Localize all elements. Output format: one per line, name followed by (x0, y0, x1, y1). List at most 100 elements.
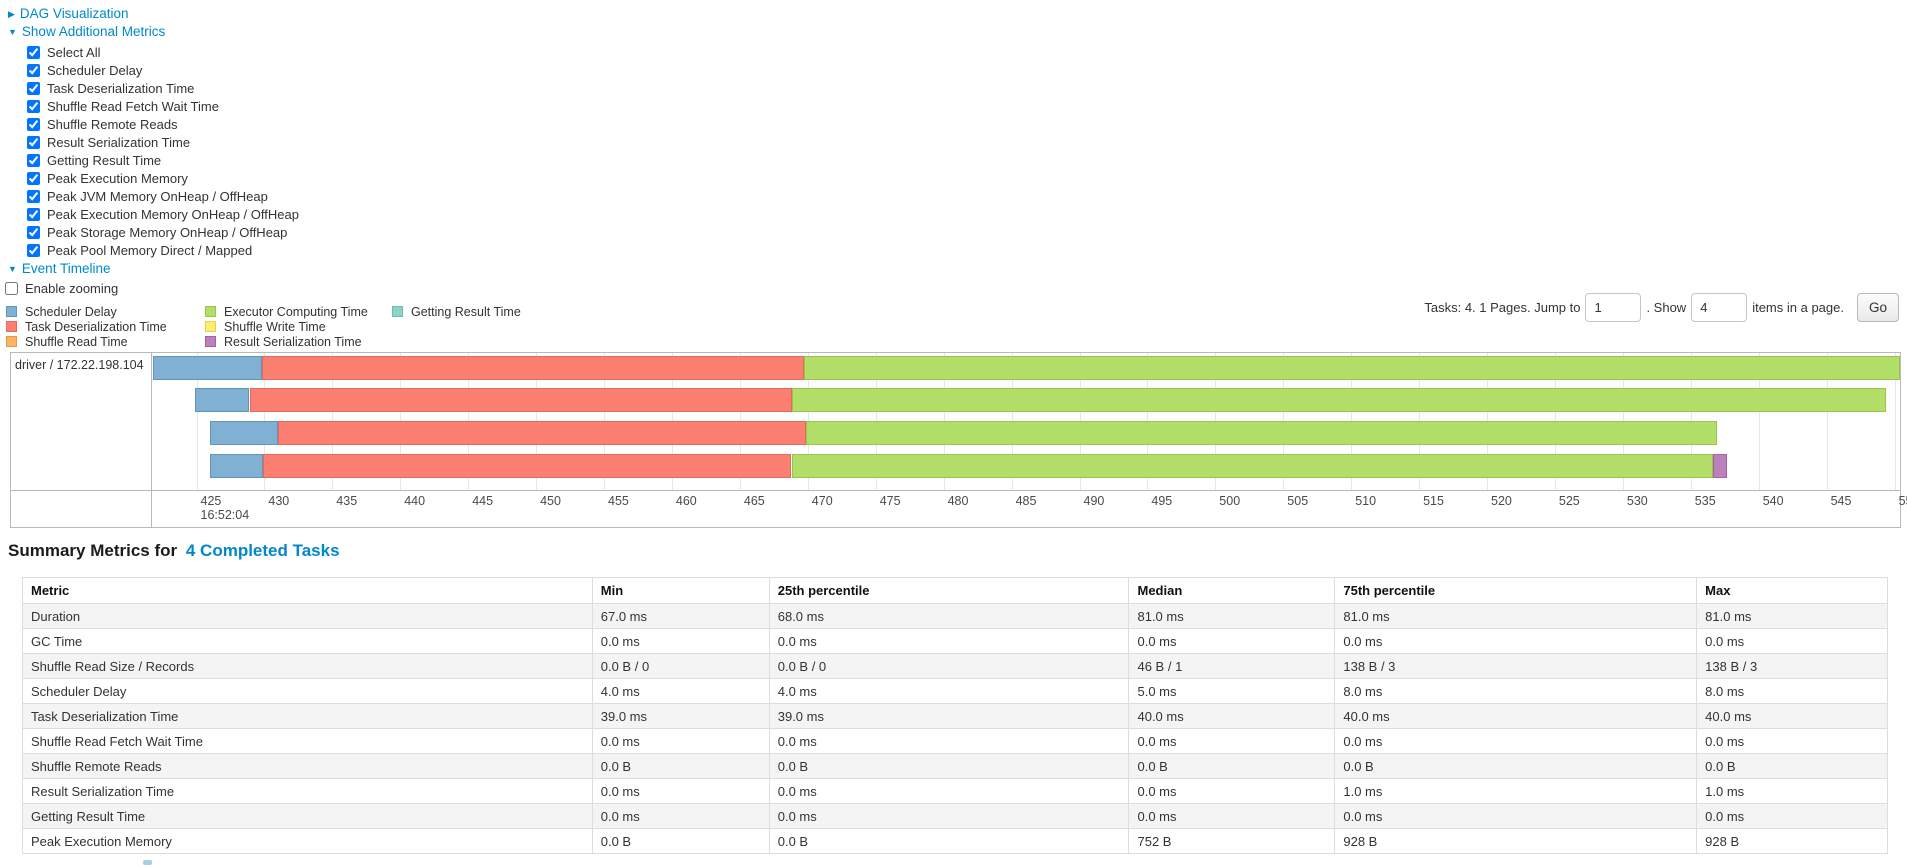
summary-metric-value: 0.0 ms (1696, 803, 1888, 829)
summary-metric-name: GC Time (22, 628, 593, 654)
summary-metric-value: 752 B (1128, 828, 1336, 854)
timeline-plot-area (153, 353, 1900, 490)
metric-checkbox-peak-execution-memory[interactable] (27, 171, 40, 185)
task-bar-segment-executor_computing[interactable] (803, 356, 1900, 380)
summary-table-row: Shuffle Read Fetch Wait Time 0.0 ms 0.0 ms… (22, 728, 1888, 754)
metric-checkbox-label: Peak Execution Memory OnHeap / OffHeap (47, 206, 299, 222)
legend-label: Shuffle Read Time (25, 334, 128, 349)
summary-metric-value: 0.0 B (1334, 753, 1698, 779)
task-bar-segment-scheduler_delay[interactable] (195, 388, 250, 412)
axis-tick-label: 450 (540, 494, 561, 508)
summary-metric-value: 4.0 ms (768, 678, 1130, 704)
metric-checkbox-result-serialization-time[interactable] (27, 135, 40, 149)
jump-to-page-input[interactable] (1585, 293, 1642, 322)
summary-metric-value: 0.0 ms (591, 728, 770, 754)
task-bar-segment-task_deserialization[interactable] (278, 421, 807, 445)
metric-checkbox-scheduler-delay[interactable] (27, 63, 40, 77)
axis-gridline (196, 353, 198, 490)
go-button[interactable]: Go (1856, 293, 1899, 322)
summary-metric-name: Duration (22, 603, 593, 629)
summary-table-row: Getting Result Time 0.0 ms 0.0 ms 0.0 ms 0.0… (22, 803, 1888, 829)
task-bar-segment-scheduler_delay[interactable] (210, 421, 278, 445)
task-bar-segment-executor_computing[interactable] (791, 388, 1887, 412)
axis-tick-label: 470 (811, 494, 833, 508)
summary-table-row: Duration 67.0 ms 68.0 ms 81.0 ms 81.0 ms 81.0… (22, 603, 1888, 629)
summary-metric-value: 0.0 ms (1128, 628, 1336, 654)
summary-column-header-25th-percentile[interactable]: 25th percentile (768, 577, 1130, 604)
metric-checkbox-row: Scheduler Delay (27, 61, 299, 79)
axis-tick-label: 500 (1219, 494, 1241, 508)
metric-checkbox-shuffle-remote-reads[interactable] (27, 117, 40, 131)
legend-swatch-task_deserialization-icon (6, 321, 17, 332)
summary-metric-value: 81.0 ms (1696, 603, 1888, 629)
axis-tick-label: 440 (404, 494, 426, 508)
summary-metric-value: 0.0 ms (1334, 728, 1698, 754)
legend-label: Result Serialization Time (224, 334, 362, 349)
summary-metric-value: 0.0 ms (1128, 778, 1336, 804)
metric-checkbox-label: Peak Pool Memory Direct / Mapped (47, 242, 253, 258)
summary-metric-value: 0.0 ms (1128, 803, 1336, 829)
metric-checkbox-label: Shuffle Read Fetch Wait Time (47, 98, 219, 114)
page-size-input[interactable] (1691, 293, 1748, 322)
summary-metric-name: Getting Result Time (22, 803, 593, 829)
summary-metric-name: Shuffle Read Size / Records (22, 653, 593, 679)
summary-metric-value: 0.0 ms (1696, 728, 1888, 754)
summary-column-header-metric[interactable]: Metric (22, 577, 593, 604)
axis-tick-label: 545 (1830, 494, 1852, 508)
summary-metric-value: 40.0 ms (1334, 703, 1698, 729)
metric-checkbox-task-deserialization-time[interactable] (27, 81, 40, 95)
task-bar-segment-task_deserialization[interactable] (263, 454, 792, 478)
task-bar-segment-executor_computing[interactable] (791, 454, 1713, 478)
summary-metric-value: 928 B (1696, 828, 1888, 854)
summary-column-header-min[interactable]: Min (591, 577, 770, 604)
show-additional-metrics-toggle[interactable]: ▼ Show Additional Metrics (8, 24, 165, 39)
event-timeline-toggle[interactable]: ▼ Event Timeline (8, 261, 110, 276)
timeline-group-column: driver / 172.22.198.104 (11, 353, 152, 527)
axis-tick-label: 550 (1898, 494, 1907, 508)
metric-checkbox-row: Peak Pool Memory Direct / Mapped (27, 241, 299, 259)
enable-zooming-checkbox[interactable] (5, 281, 18, 295)
metric-checkbox-peak-storage-memory-onheap-offheap[interactable] (27, 225, 40, 239)
metric-checkbox-peak-execution-memory-onheap-offheap[interactable] (27, 207, 40, 221)
legend-swatch-shuffle_read-icon (6, 336, 17, 347)
task-bar-segment-task_deserialization[interactable] (261, 356, 804, 380)
legend-swatch-scheduler_delay-icon (6, 306, 17, 317)
expanded-arrow-icon: ▼ (8, 263, 17, 274)
axis-tick-label: 520 (1491, 494, 1512, 508)
task-bar-segment-scheduler_delay[interactable] (153, 356, 262, 380)
axis-tick-label: 505 (1287, 494, 1309, 508)
metrics-checkbox-list: Select All Scheduler Delay Task Deserializ… (27, 43, 299, 259)
metric-checkbox-row: Select All (27, 43, 299, 61)
metric-checkbox-peak-jvm-memory-onheap-offheap[interactable] (27, 189, 40, 203)
metric-checkbox-label: Peak Storage Memory OnHeap / OffHeap (47, 224, 288, 240)
summary-metric-value: 4.0 ms (591, 678, 770, 704)
summary-table-row: Shuffle Remote Reads 0.0 B 0.0 B 0.0 B 0.0 B… (22, 753, 1888, 779)
metric-checkbox-peak-pool-memory-direct-mapped[interactable] (27, 243, 40, 257)
axis-tick-label: 510 (1355, 494, 1377, 508)
summary-column-header-max[interactable]: Max (1696, 577, 1888, 604)
summary-metric-name: Shuffle Read Fetch Wait Time (22, 728, 593, 754)
axis-tick-label: 435 (336, 494, 358, 508)
summary-metric-value: 5.0 ms (1128, 678, 1336, 704)
summary-column-header-75th-percentile[interactable]: 75th percentile (1334, 577, 1698, 604)
summary-metric-value: 0.0 ms (591, 778, 770, 804)
summary-metric-value: 0.0 B / 0 (768, 653, 1130, 679)
metric-checkbox-select-all[interactable] (27, 45, 40, 59)
metric-checkbox-row: Result Serialization Time (27, 133, 299, 151)
summary-metrics-table: Metric Min 25th percentile Median 75th perce… (22, 577, 1888, 854)
summary-table-row: Task Deserialization Time 39.0 ms 39.0 ms 4… (22, 703, 1888, 729)
summary-metric-value: 0.0 ms (768, 628, 1130, 654)
summary-metric-name: Peak Execution Memory (22, 828, 593, 854)
axis-tick-label: 460 (675, 494, 697, 508)
dag-visualization-toggle[interactable]: ▶ DAG Visualization (8, 6, 128, 21)
axis-tick-label: 490 (1083, 494, 1105, 508)
task-bar-segment-result_serialization[interactable] (1712, 454, 1728, 478)
task-bar-segment-executor_computing[interactable] (806, 421, 1717, 445)
metric-checkbox-getting-result-time[interactable] (27, 153, 40, 167)
summary-column-header-median[interactable]: Median (1128, 577, 1336, 604)
metric-checkbox-label: Select All (47, 44, 101, 60)
task-bar-segment-task_deserialization[interactable] (249, 388, 792, 412)
completed-tasks-link[interactable]: 4 Completed Tasks (185, 541, 340, 560)
metric-checkbox-shuffle-read-fetch-wait-time[interactable] (27, 99, 40, 113)
task-bar-segment-scheduler_delay[interactable] (210, 454, 264, 478)
